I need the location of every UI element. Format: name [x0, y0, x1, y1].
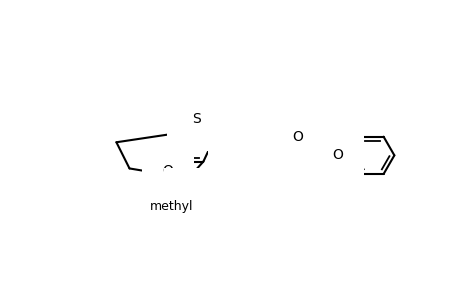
Text: methyl: methyl [150, 200, 193, 213]
Text: S: S [250, 166, 259, 180]
Text: O: O [162, 164, 173, 178]
Text: N: N [270, 148, 280, 162]
Text: H: H [238, 152, 248, 164]
Text: N: N [229, 148, 239, 162]
Text: H: H [280, 152, 289, 164]
Text: O: O [185, 188, 196, 203]
Text: O: O [332, 148, 343, 162]
Text: O: O [292, 130, 303, 144]
Text: S: S [192, 112, 201, 126]
